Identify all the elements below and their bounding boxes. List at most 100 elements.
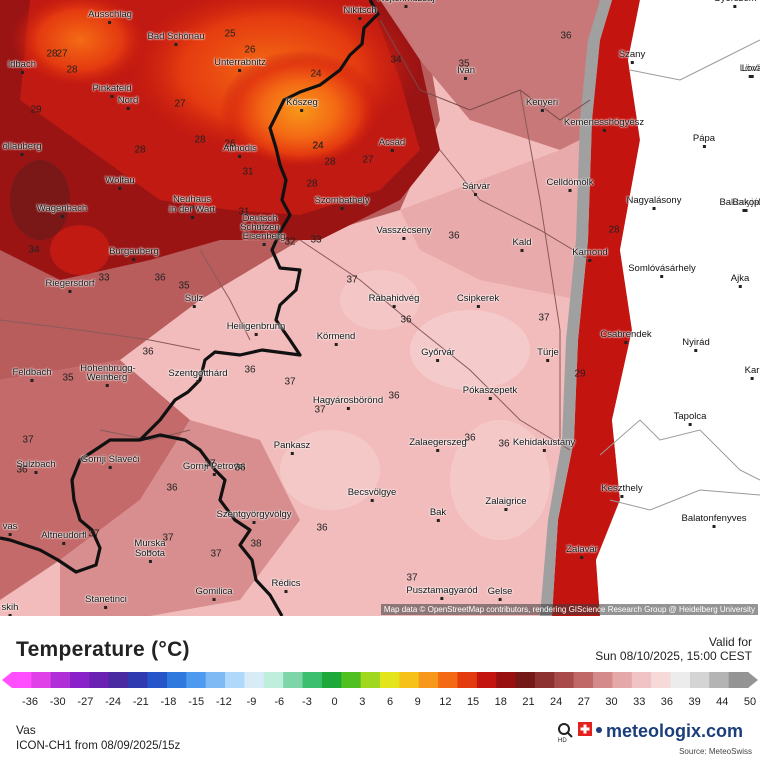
temperature-map[interactable]: RojtokmuzsajNikitsch Ausschlag Bad Schönau… xyxy=(0,0,760,616)
map-canvas xyxy=(0,0,760,616)
scale-ticks: -36 -30 -27 -24 -21 -18 -15 -12 -9 -6 -3 0 3 6 9 12 15 18… xyxy=(0,696,760,710)
legend-footer: Temperature (°C) Valid for Sun 08/10/202… xyxy=(0,616,760,760)
city-label: Deutsch xyxy=(243,214,277,228)
city-label: Bakop xyxy=(733,198,759,212)
scale-swatch xyxy=(360,672,381,688)
brand-name: meteologix.com xyxy=(606,721,744,741)
city-label: Bakonyjákó xyxy=(719,198,760,212)
scale-swatch xyxy=(321,672,342,688)
temperature-value: 37 xyxy=(210,548,222,560)
scale-swatch xyxy=(263,672,284,688)
city-label: Sulzbach xyxy=(16,460,56,474)
scale-tick-label: -9 xyxy=(246,696,257,708)
temperature-value: 27 xyxy=(362,154,374,166)
temperature-value: 35 xyxy=(178,280,190,292)
temperature-value: 31 xyxy=(238,206,250,218)
city-label: Riegersdorf xyxy=(45,279,95,293)
temperature-value: 36 xyxy=(16,464,28,476)
temperature-value: 29 xyxy=(574,368,586,380)
city-label: Altneudörfl xyxy=(41,531,87,545)
scale-tick-label: -21 xyxy=(132,696,149,708)
city-label: Gelse xyxy=(488,587,512,601)
scale-tick-label: 39 xyxy=(688,696,701,708)
city-label: Szentgyörgyvölgy xyxy=(217,510,291,524)
city-label: Zalaegerszeg xyxy=(409,438,467,452)
temperature-value: 37 xyxy=(284,376,296,388)
city-label: Bad Schönau xyxy=(147,32,205,46)
city-label: Zalaigrice xyxy=(485,497,527,511)
scale-tick-label: 33 xyxy=(633,696,646,708)
scale-tick-label: 18 xyxy=(494,696,507,708)
scale-swatch xyxy=(166,672,187,688)
valid-label: Valid for xyxy=(708,635,752,649)
brand-icons: HD xyxy=(558,722,602,744)
city-label: Rábahidvég xyxy=(369,294,419,308)
scale-tick-label: -36 xyxy=(22,696,38,708)
city-label: Gornji Petrovci xyxy=(183,462,245,476)
temperature-value: 36 xyxy=(448,230,460,242)
city-label: Sobota xyxy=(135,549,165,563)
city-label: Neuhaus xyxy=(173,195,211,209)
scale-arrow-left xyxy=(2,672,12,688)
city-label: Rojtokmuzsaj xyxy=(377,0,435,8)
city-label: Kehidakustány xyxy=(513,438,575,452)
scale-tick-label: -27 xyxy=(77,696,94,708)
region-name: Vas xyxy=(16,723,36,737)
city-label: Somlóvásárhely xyxy=(628,264,696,278)
temperature-value: 27 xyxy=(56,48,68,60)
temperature-value: 36 xyxy=(142,346,154,358)
scale-tick-label: 44 xyxy=(716,696,729,708)
temperature-value: 28 xyxy=(194,134,206,146)
city-label: Burgauberg xyxy=(109,247,159,261)
temperature-value: 38 xyxy=(250,538,262,550)
temperature-value: 31 xyxy=(242,166,254,178)
scale-swatch xyxy=(457,672,478,688)
temperature-value: 26 xyxy=(244,44,256,56)
scale-swatch xyxy=(283,672,304,688)
temperature-value: 24 xyxy=(312,140,324,152)
meteologix-logo-icon xyxy=(596,727,602,733)
temperature-value: 37 xyxy=(204,458,216,470)
map-attribution[interactable]: Map data © OpenStreetMap contributors, r… xyxy=(380,604,758,615)
scale-swatch xyxy=(709,672,730,688)
temperature-value: 35 xyxy=(62,372,74,384)
city-label: Wagenbach xyxy=(37,204,87,218)
scale-tick-label: -15 xyxy=(188,696,205,708)
scale-tick-label: -30 xyxy=(49,696,66,708)
city-label: Pinkafeld xyxy=(92,84,132,98)
city-label: Győrszem xyxy=(713,0,757,8)
city-label: Szany xyxy=(619,50,645,64)
city-label: Ajka xyxy=(731,274,749,288)
scale-tick-label: 50 xyxy=(743,696,757,708)
scale-tick-label: -6 xyxy=(274,696,285,708)
scale-swatch xyxy=(438,672,458,688)
city-label: Gornji Slaveči xyxy=(81,455,139,469)
scale-swatch xyxy=(31,672,52,688)
city-label: Acsád xyxy=(379,138,405,152)
temperature-value: 36 xyxy=(316,522,328,534)
city-label: Murska xyxy=(134,539,166,553)
city-label: Wolfau xyxy=(105,176,135,190)
city-label: Gomilica xyxy=(196,587,232,601)
city-label: Kamond xyxy=(572,248,608,262)
temperature-value: 37 xyxy=(406,572,418,584)
scale-tick-label: 9 xyxy=(414,696,421,708)
svg-text:HD: HD xyxy=(558,738,567,744)
city-label: skih xyxy=(2,603,18,616)
scale-swatch xyxy=(12,672,32,688)
brand[interactable]: HD meteologix.com xyxy=(556,720,756,744)
scale-tick-label: -3 xyxy=(302,696,312,708)
city-label: Feldbach xyxy=(12,368,52,382)
scale-swatch xyxy=(515,672,536,688)
temperature-value: 36 xyxy=(166,482,178,494)
city-label: Vasszécseny xyxy=(376,226,432,240)
temperature-value: 29 xyxy=(30,104,42,116)
temperature-value: 28 xyxy=(134,144,146,156)
temperature-value: 28 xyxy=(66,64,78,76)
temperature-value: 35 xyxy=(458,58,470,70)
scale-swatch xyxy=(128,672,149,688)
temperature-value: 24 xyxy=(312,140,324,152)
temperature-value: 37 xyxy=(88,528,100,540)
color-scale xyxy=(2,672,758,688)
valid-time: Sun 08/10/2025, 15:00 CEST xyxy=(595,649,752,663)
